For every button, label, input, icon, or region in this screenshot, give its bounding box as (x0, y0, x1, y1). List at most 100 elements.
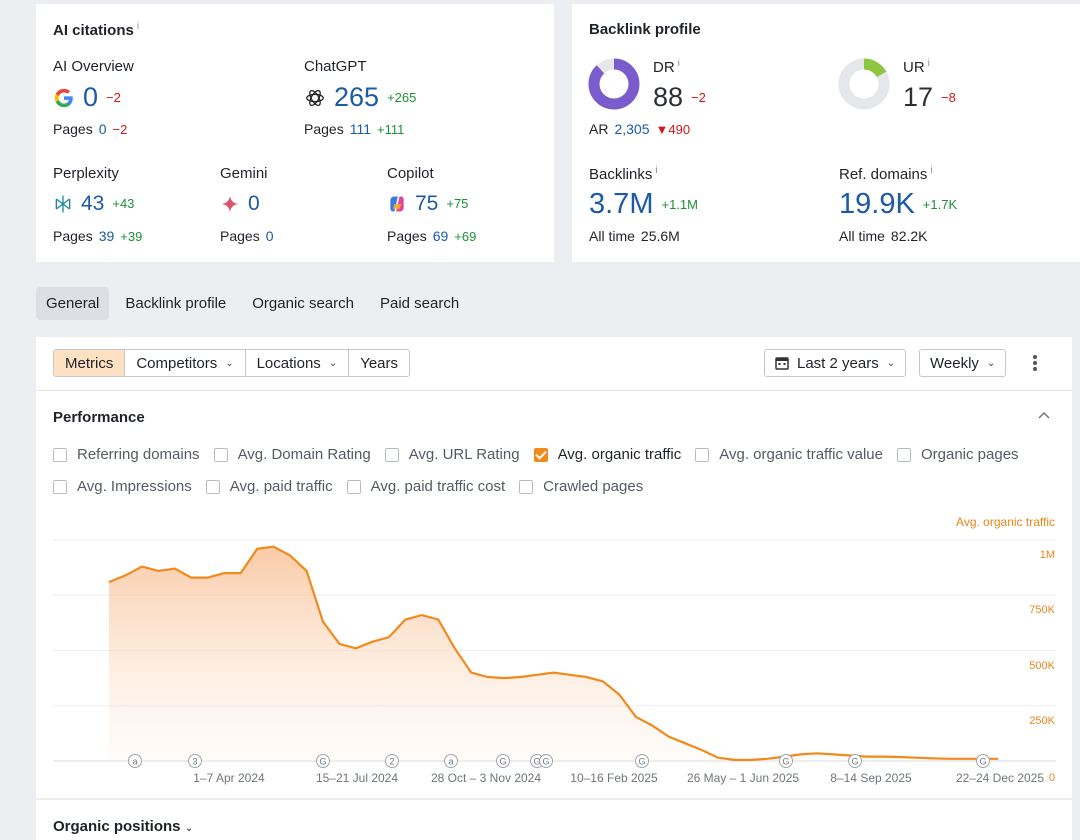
ai-overview-delta: −2 (106, 90, 121, 105)
gemini-label: Gemini (220, 165, 268, 182)
copilot-label: Copilot (387, 165, 434, 182)
chevron-up-icon[interactable] (1038, 410, 1050, 422)
domain-rating-ring (588, 58, 640, 110)
ur-metric[interactable]: 17 −8 (903, 84, 956, 111)
checkbox-box[interactable] (213, 447, 228, 462)
backlinks-all-time: All time 25.6M (589, 228, 680, 244)
checkbox-label: Avg. organic traffic (557, 446, 682, 463)
date-range-dropdown[interactable]: Last 2 years ⌄ (764, 349, 907, 377)
organic-positions-title[interactable]: Organic positions ⌄ (53, 818, 194, 835)
checkbox-box[interactable] (695, 447, 710, 462)
interval-dropdown[interactable]: Weekly ⌄ (919, 349, 1007, 377)
x-tick-label: 26 May – 1 Jun 2025 (686, 771, 800, 785)
copilot-pages: Pages 69 +69 (387, 228, 477, 244)
perplexity-metric[interactable]: 43 +43 (53, 193, 134, 214)
tab-paid-search[interactable]: Paid search (379, 295, 460, 312)
x-tick-label: 1–7 Apr 2024 (193, 771, 265, 785)
checkbox-label: Avg. paid traffic (229, 478, 333, 495)
x-tick-label: 10–16 Feb 2025 (570, 771, 658, 785)
view-segmented-control: Metrics Competitors ⌄ Locations ⌄ Years (53, 349, 411, 377)
tab-backlink-profile[interactable]: Backlink profile (125, 295, 227, 312)
segment-metrics[interactable]: Metrics (54, 350, 126, 376)
gemini-value: 0 (248, 192, 260, 215)
checkbox-organic-pages[interactable]: Organic pages (896, 446, 1019, 463)
checkbox-box[interactable] (519, 479, 534, 494)
checkbox-referring-domains[interactable]: Referring domains (53, 446, 200, 463)
gemini-metric[interactable]: 0 (220, 193, 260, 214)
checkbox-avg-organic-traffic[interactable]: Avg. organic traffic (533, 446, 682, 463)
copilot-icon (390, 196, 404, 211)
chevron-down-icon: ⌄ (886, 357, 896, 369)
chatgpt-value: 265 (334, 82, 380, 112)
gemini-pages: Pages 0 (220, 228, 274, 244)
checkbox-box[interactable] (53, 447, 67, 462)
checkbox-avg-impressions[interactable]: Avg. Impressions (53, 478, 192, 495)
perplexity-delta: +43 (112, 196, 135, 211)
checkbox-box[interactable] (205, 479, 220, 494)
backlink-profile-card (572, 4, 1080, 262)
ar-row: AR 2,305 ▼490 (589, 121, 691, 137)
checkbox-crawled-pages[interactable]: Crawled pages (519, 478, 643, 495)
checkbox-label: Organic pages (920, 446, 1019, 463)
ref-domains-value: 19.9K (839, 188, 915, 220)
backlinks-label: Backlinks i (589, 165, 658, 183)
more-options-icon[interactable] (1033, 355, 1037, 373)
ur-value: 17 (903, 82, 934, 112)
checkbox-box[interactable] (896, 447, 911, 462)
ai-overview-pages: Pages 0 −2 (53, 121, 128, 137)
y-tick-label: 500K (1029, 659, 1055, 672)
checkbox-box[interactable] (346, 479, 361, 494)
chatgpt-metric[interactable]: 265 +265 (304, 84, 416, 111)
ur-label: UR i (903, 58, 930, 76)
gemini-icon (221, 195, 239, 212)
tab-general[interactable]: General (36, 287, 110, 320)
google-icon (54, 88, 73, 107)
y-tick-label: 750K (1029, 604, 1055, 617)
dr-label: DR i (653, 58, 680, 76)
x-tick-label: 22–24 Dec 2025 (955, 771, 1045, 785)
segment-years[interactable]: Years (360, 354, 399, 372)
tab-organic-search[interactable]: Organic search (252, 295, 354, 312)
dr-value: 88 (653, 82, 684, 112)
calendar-icon (775, 357, 789, 370)
metric-checkboxes-row-2: Avg. Impressions Avg. paid traffic Avg. pa… (53, 478, 657, 495)
chevron-down-icon: ⌄ (986, 357, 996, 369)
ai-overview-metric[interactable]: 0 −2 (53, 84, 121, 111)
checkbox-box[interactable] (533, 447, 548, 462)
checkbox-label: Referring domains (77, 446, 200, 463)
y-tick-label: 1M (1039, 549, 1055, 561)
checkbox-label: Avg. organic traffic value (719, 446, 883, 463)
chevron-down-icon: ⌄ (184, 823, 194, 834)
section-tabs: General Backlink profile Organic search … (36, 287, 469, 320)
checkbox-avg-paid-traffic-cost[interactable]: Avg. paid traffic cost (346, 478, 505, 495)
segment-locations[interactable]: Locations ⌄ (246, 350, 350, 376)
checkbox-box[interactable] (53, 479, 67, 494)
checkbox-avg-url-rating[interactable]: Avg. URL Rating (384, 446, 520, 463)
ai-overview-label: AI Overview (53, 58, 134, 75)
triangle-down-icon: ▼ (655, 122, 669, 137)
copilot-metric[interactable]: 75 +75 (387, 193, 468, 214)
dr-metric[interactable]: 88 −2 (653, 84, 706, 111)
checkbox-box[interactable] (384, 447, 399, 462)
x-tick-label: 15–21 Jul 2024 (315, 771, 399, 785)
checkbox-avg-organic-traffic-value[interactable]: Avg. organic traffic value (695, 446, 883, 463)
chatgpt-delta: +265 (387, 90, 417, 105)
checkbox-label: Avg. Domain Rating (237, 446, 371, 463)
checkbox-avg-domain-rating[interactable]: Avg. Domain Rating (213, 446, 371, 463)
ref-domains-delta: +1.7K (922, 197, 958, 212)
chevron-down-icon: ⌄ (328, 357, 338, 369)
perplexity-value: 43 (81, 192, 105, 215)
ur-delta: −8 (941, 90, 956, 105)
x-tick-label: 8–14 Sep 2025 (830, 771, 912, 785)
perplexity-pages: Pages 39 +39 (53, 228, 143, 244)
chatgpt-icon (306, 89, 324, 106)
perplexity-icon (55, 195, 71, 212)
checkbox-avg-paid-traffic[interactable]: Avg. paid traffic (205, 478, 333, 495)
checkbox-label: Avg. Impressions (77, 478, 192, 495)
backlinks-metric[interactable]: 3.7M +1.1M (589, 190, 698, 219)
segment-competitors[interactable]: Competitors ⌄ (125, 350, 246, 376)
chatgpt-label: ChatGPT (304, 58, 367, 75)
ref-domains-metric[interactable]: 19.9K +1.7K (839, 190, 957, 219)
ref-domains-all-time: All time 82.2K (839, 228, 928, 244)
performance-title: Performance (53, 409, 145, 426)
